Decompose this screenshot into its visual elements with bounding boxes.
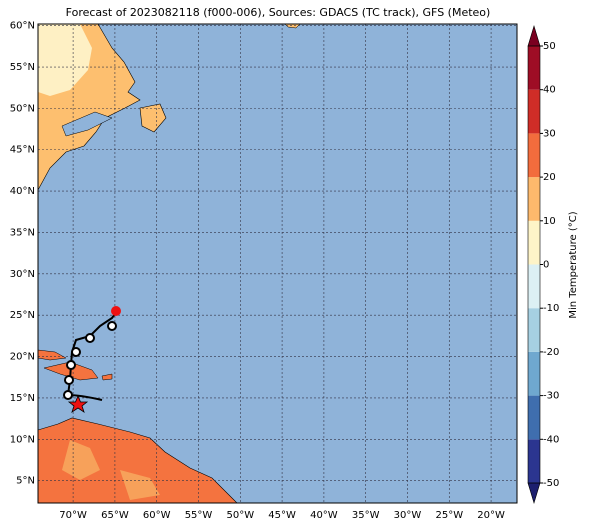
colorbar-tick-label: -40 — [543, 434, 559, 445]
colorbar-extend-high — [527, 24, 541, 47]
lat-tick-label: 30°N — [10, 269, 35, 280]
colorbar-segment — [528, 439, 540, 483]
colorbar-tick-label: -10 — [543, 303, 559, 314]
lon-tick-label: 45°W — [268, 510, 296, 521]
map-area — [37, 23, 518, 504]
lon-tick-label: 55°W — [185, 510, 213, 521]
colorbar-tick-label: -20 — [543, 347, 559, 358]
colorbar-tick-label: -30 — [543, 391, 559, 402]
lat-tick-label: 35°N — [10, 227, 35, 238]
storm-track — [63, 306, 121, 413]
cold-region — [38, 24, 92, 96]
map-frame — [37, 23, 518, 504]
colorbar-tick-label: 30 — [543, 128, 556, 139]
colorbar-label: Min Temperature (°C) — [568, 211, 579, 318]
lon-tick-label: 30°W — [394, 510, 422, 521]
colorbar-segment — [528, 177, 540, 221]
lon-tick-label: 70°W — [59, 510, 87, 521]
colorbar-segment — [528, 133, 540, 178]
lon-tick-label: 65°W — [101, 510, 129, 521]
colorbar-segment — [528, 308, 540, 352]
lon-tick-label: 35°W — [352, 510, 380, 521]
lat-tick-label: 20°N — [10, 352, 35, 363]
colorbar-segment — [528, 89, 540, 134]
colorbar-segment — [528, 264, 540, 309]
lon-tick-label: 60°W — [143, 510, 171, 521]
colorbar-tick-label: 40 — [543, 85, 556, 96]
lat-tick-label: 45°N — [10, 145, 35, 156]
lat-tick-label: 5°N — [16, 476, 35, 487]
gulf — [61, 111, 113, 137]
colorbar-tick-label: 10 — [543, 216, 556, 227]
lat-tick-label: 60°N — [10, 21, 35, 32]
colorbar-segment — [528, 395, 540, 440]
warm-region — [62, 440, 160, 500]
lat-tick-label: 55°N — [10, 62, 35, 73]
lat-tick-label: 25°N — [10, 310, 35, 321]
lat-tick-label: 40°N — [10, 186, 35, 197]
lon-tick-label: 40°W — [310, 510, 338, 521]
lat-tick-label: 50°N — [10, 103, 35, 114]
colorbar-tick-label: 0 — [543, 260, 549, 271]
map-title: Forecast of 2023082118 (f000-006), Sourc… — [66, 6, 491, 19]
colorbar-tick-label: -50 — [543, 478, 559, 489]
colorbar-tick-label: 50 — [543, 41, 556, 52]
lat-tick-label: 15°N — [10, 393, 35, 404]
colorbar-extend-low — [527, 482, 541, 505]
lon-tick-label: 20°W — [477, 510, 505, 521]
colorbar-segment — [528, 220, 540, 265]
colorbar-tick-label: 20 — [543, 172, 556, 183]
colorbar: -50 -40 -30 -20 -10 0 10 20 30 40 50 — [527, 24, 559, 505]
lon-tick-label: 25°W — [435, 510, 463, 521]
colorbar-segment — [528, 46, 540, 90]
colorbar-segment — [528, 351, 540, 396]
lat-tick-label: 10°N — [10, 434, 35, 445]
lon-tick-label: 50°W — [226, 510, 254, 521]
